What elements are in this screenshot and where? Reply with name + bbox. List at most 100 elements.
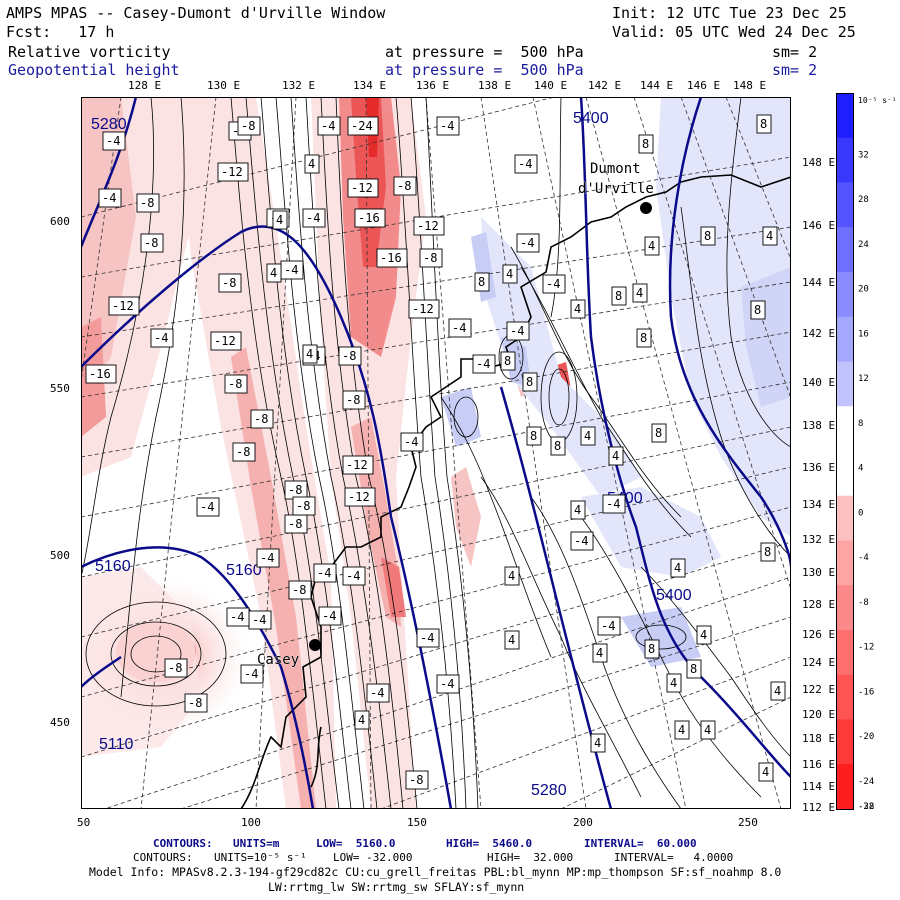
svg-text:-8: -8 bbox=[222, 276, 236, 290]
vorticity-contour-label: 4 bbox=[266, 263, 282, 283]
vorticity-contour-label: -4 bbox=[516, 233, 540, 253]
lon-label: 142 E bbox=[588, 79, 622, 92]
footer-height-high: HIGH= 5460.0 bbox=[446, 837, 533, 850]
svg-text:-4: -4 bbox=[452, 321, 466, 335]
vorticity-contour-labels: -4 -4 -8 -4 -24 -4 -4 -8 -8 -12 -4 -4 -12 -16 -8 -12 -16… bbox=[85, 114, 786, 790]
colorbar-tick-label: 24 bbox=[858, 240, 869, 250]
colorbar-tick-label: -4 bbox=[858, 553, 869, 563]
svg-text:-8: -8 bbox=[296, 499, 310, 513]
vorticity-contour-label: -4 bbox=[542, 274, 566, 294]
vorticity-contour-label: -8 bbox=[250, 409, 274, 429]
svg-text:-4: -4 bbox=[200, 500, 214, 514]
footer-vort-units: UNITS=10⁻⁵ s⁻¹ bbox=[214, 851, 307, 864]
vorticity-contour-label: -4 bbox=[400, 432, 424, 452]
vorticity-contour-label: 4 bbox=[354, 710, 370, 730]
svg-text:4: 4 bbox=[766, 229, 773, 243]
lat-label: 134 E bbox=[802, 498, 836, 511]
height-label: 5160 bbox=[95, 558, 131, 575]
field1-sm: sm= 2 bbox=[772, 43, 818, 61]
casey-station-marker bbox=[309, 639, 321, 651]
colorbar-tick-label: -16 bbox=[858, 687, 874, 697]
vorticity-contour-label: -4 bbox=[226, 607, 250, 627]
vorticity-contour-label: -4 bbox=[196, 497, 220, 517]
vorticity-contour-label: 8 bbox=[686, 659, 702, 679]
colorbar-tick-label: -32 bbox=[858, 802, 874, 811]
svg-text:-24: -24 bbox=[351, 119, 373, 133]
vorticity-contour-label: 4 bbox=[592, 643, 608, 663]
colorbar-tick-label: 8 bbox=[858, 419, 863, 429]
svg-text:4: 4 bbox=[574, 302, 581, 316]
dumont-station-label-line1: Dumont bbox=[590, 161, 641, 177]
lon-label: 128 E bbox=[128, 79, 162, 92]
svg-text:8: 8 bbox=[655, 426, 662, 440]
lat-label: 138 E bbox=[802, 419, 836, 432]
lon-label: 134 E bbox=[353, 79, 387, 92]
svg-text:-4: -4 bbox=[244, 667, 258, 681]
footer-height-low: LOW= 5160.0 bbox=[316, 837, 396, 850]
svg-text:8: 8 bbox=[504, 354, 511, 368]
svg-text:-4: -4 bbox=[322, 609, 336, 623]
colorbar-tick-label: -28 bbox=[858, 802, 874, 811]
vorticity-contour-label: -8 bbox=[284, 514, 308, 534]
lat-label: 130 E bbox=[802, 566, 836, 579]
svg-text:4: 4 bbox=[762, 765, 769, 779]
svg-text:-4: -4 bbox=[404, 435, 418, 449]
svg-text:-8: -8 bbox=[168, 661, 182, 675]
vorticity-contour-label: -16 bbox=[85, 364, 117, 384]
vorticity-contour-label: -4 bbox=[240, 664, 264, 684]
field2-sm: sm= 2 bbox=[772, 61, 818, 79]
svg-text:4: 4 bbox=[506, 267, 513, 281]
vorticity-contour-label: 4 bbox=[590, 733, 606, 753]
colorbar-cell bbox=[836, 406, 854, 452]
vorticity-contour-label: -4 bbox=[436, 116, 460, 136]
colorbar-cell bbox=[836, 495, 854, 541]
svg-text:-4: -4 bbox=[520, 236, 534, 250]
svg-text:-12: -12 bbox=[221, 165, 243, 179]
svg-text:-12: -12 bbox=[351, 181, 373, 195]
vorticity-contour-label: -12 bbox=[408, 299, 440, 319]
vorticity-contour-label: 4 bbox=[632, 283, 648, 303]
lat-label: 128 E bbox=[802, 598, 836, 611]
colorbar-tick-label: 28 bbox=[858, 195, 869, 205]
colorbar-tick-label: 12 bbox=[858, 374, 869, 384]
svg-text:4: 4 bbox=[596, 646, 603, 660]
vorticity-contour-label: 4 bbox=[700, 720, 716, 740]
svg-text:-12: -12 bbox=[417, 219, 439, 233]
vorticity-contour-label: 8 bbox=[474, 272, 490, 292]
lat-label: 122 E bbox=[802, 683, 836, 696]
svg-text:4: 4 bbox=[508, 633, 515, 647]
lon-label: 140 E bbox=[534, 79, 568, 92]
vorticity-contour-label: -8 bbox=[292, 496, 316, 516]
y-tick-label: 450 bbox=[50, 716, 70, 729]
lat-label: 118 E bbox=[802, 732, 836, 745]
vorticity-contour-label: -12 bbox=[108, 296, 140, 316]
svg-text:8: 8 bbox=[690, 662, 697, 676]
vorticity-contour-label: 4 bbox=[608, 446, 624, 466]
vorticity-contour-label: 4 bbox=[302, 344, 318, 364]
svg-text:8: 8 bbox=[526, 375, 533, 389]
vorticity-contour-label: -4 bbox=[150, 328, 174, 348]
lat-label: 132 E bbox=[802, 533, 836, 546]
vorticity-contour-label: -4 bbox=[448, 318, 472, 338]
svg-text:-8: -8 bbox=[188, 696, 202, 710]
svg-text:-8: -8 bbox=[423, 251, 437, 265]
lat-label: 112 E bbox=[802, 801, 836, 814]
vorticity-contour-label: 8 bbox=[550, 436, 566, 456]
vorticity-contour-label: 4 bbox=[696, 625, 712, 645]
svg-text:-8: -8 bbox=[254, 412, 268, 426]
vorticity-contour-label: 8 bbox=[500, 351, 516, 371]
svg-text:-4: -4 bbox=[370, 686, 384, 700]
footer-model-info: Model Info: MPASv8.2.3-194-gf29cd82c CU:… bbox=[89, 865, 782, 879]
vorticity-contour-label: 4 bbox=[580, 426, 596, 446]
colorbar-cell bbox=[836, 272, 854, 318]
vorticity-contour-label: -8 bbox=[342, 390, 366, 410]
svg-text:-16: -16 bbox=[380, 251, 402, 265]
svg-text:-4: -4 bbox=[106, 134, 120, 148]
vorticity-contour-label: 8 bbox=[611, 286, 627, 306]
vorticity-contour-label: 8 bbox=[700, 226, 716, 246]
height-label: 5400 bbox=[573, 110, 609, 127]
footer-height-units: UNITS=m bbox=[233, 837, 280, 850]
forecast-hour: Fcst: 17 h bbox=[6, 23, 115, 41]
y-tick-label: 500 bbox=[50, 549, 70, 562]
vorticity-contour-label: -16 bbox=[376, 248, 408, 268]
